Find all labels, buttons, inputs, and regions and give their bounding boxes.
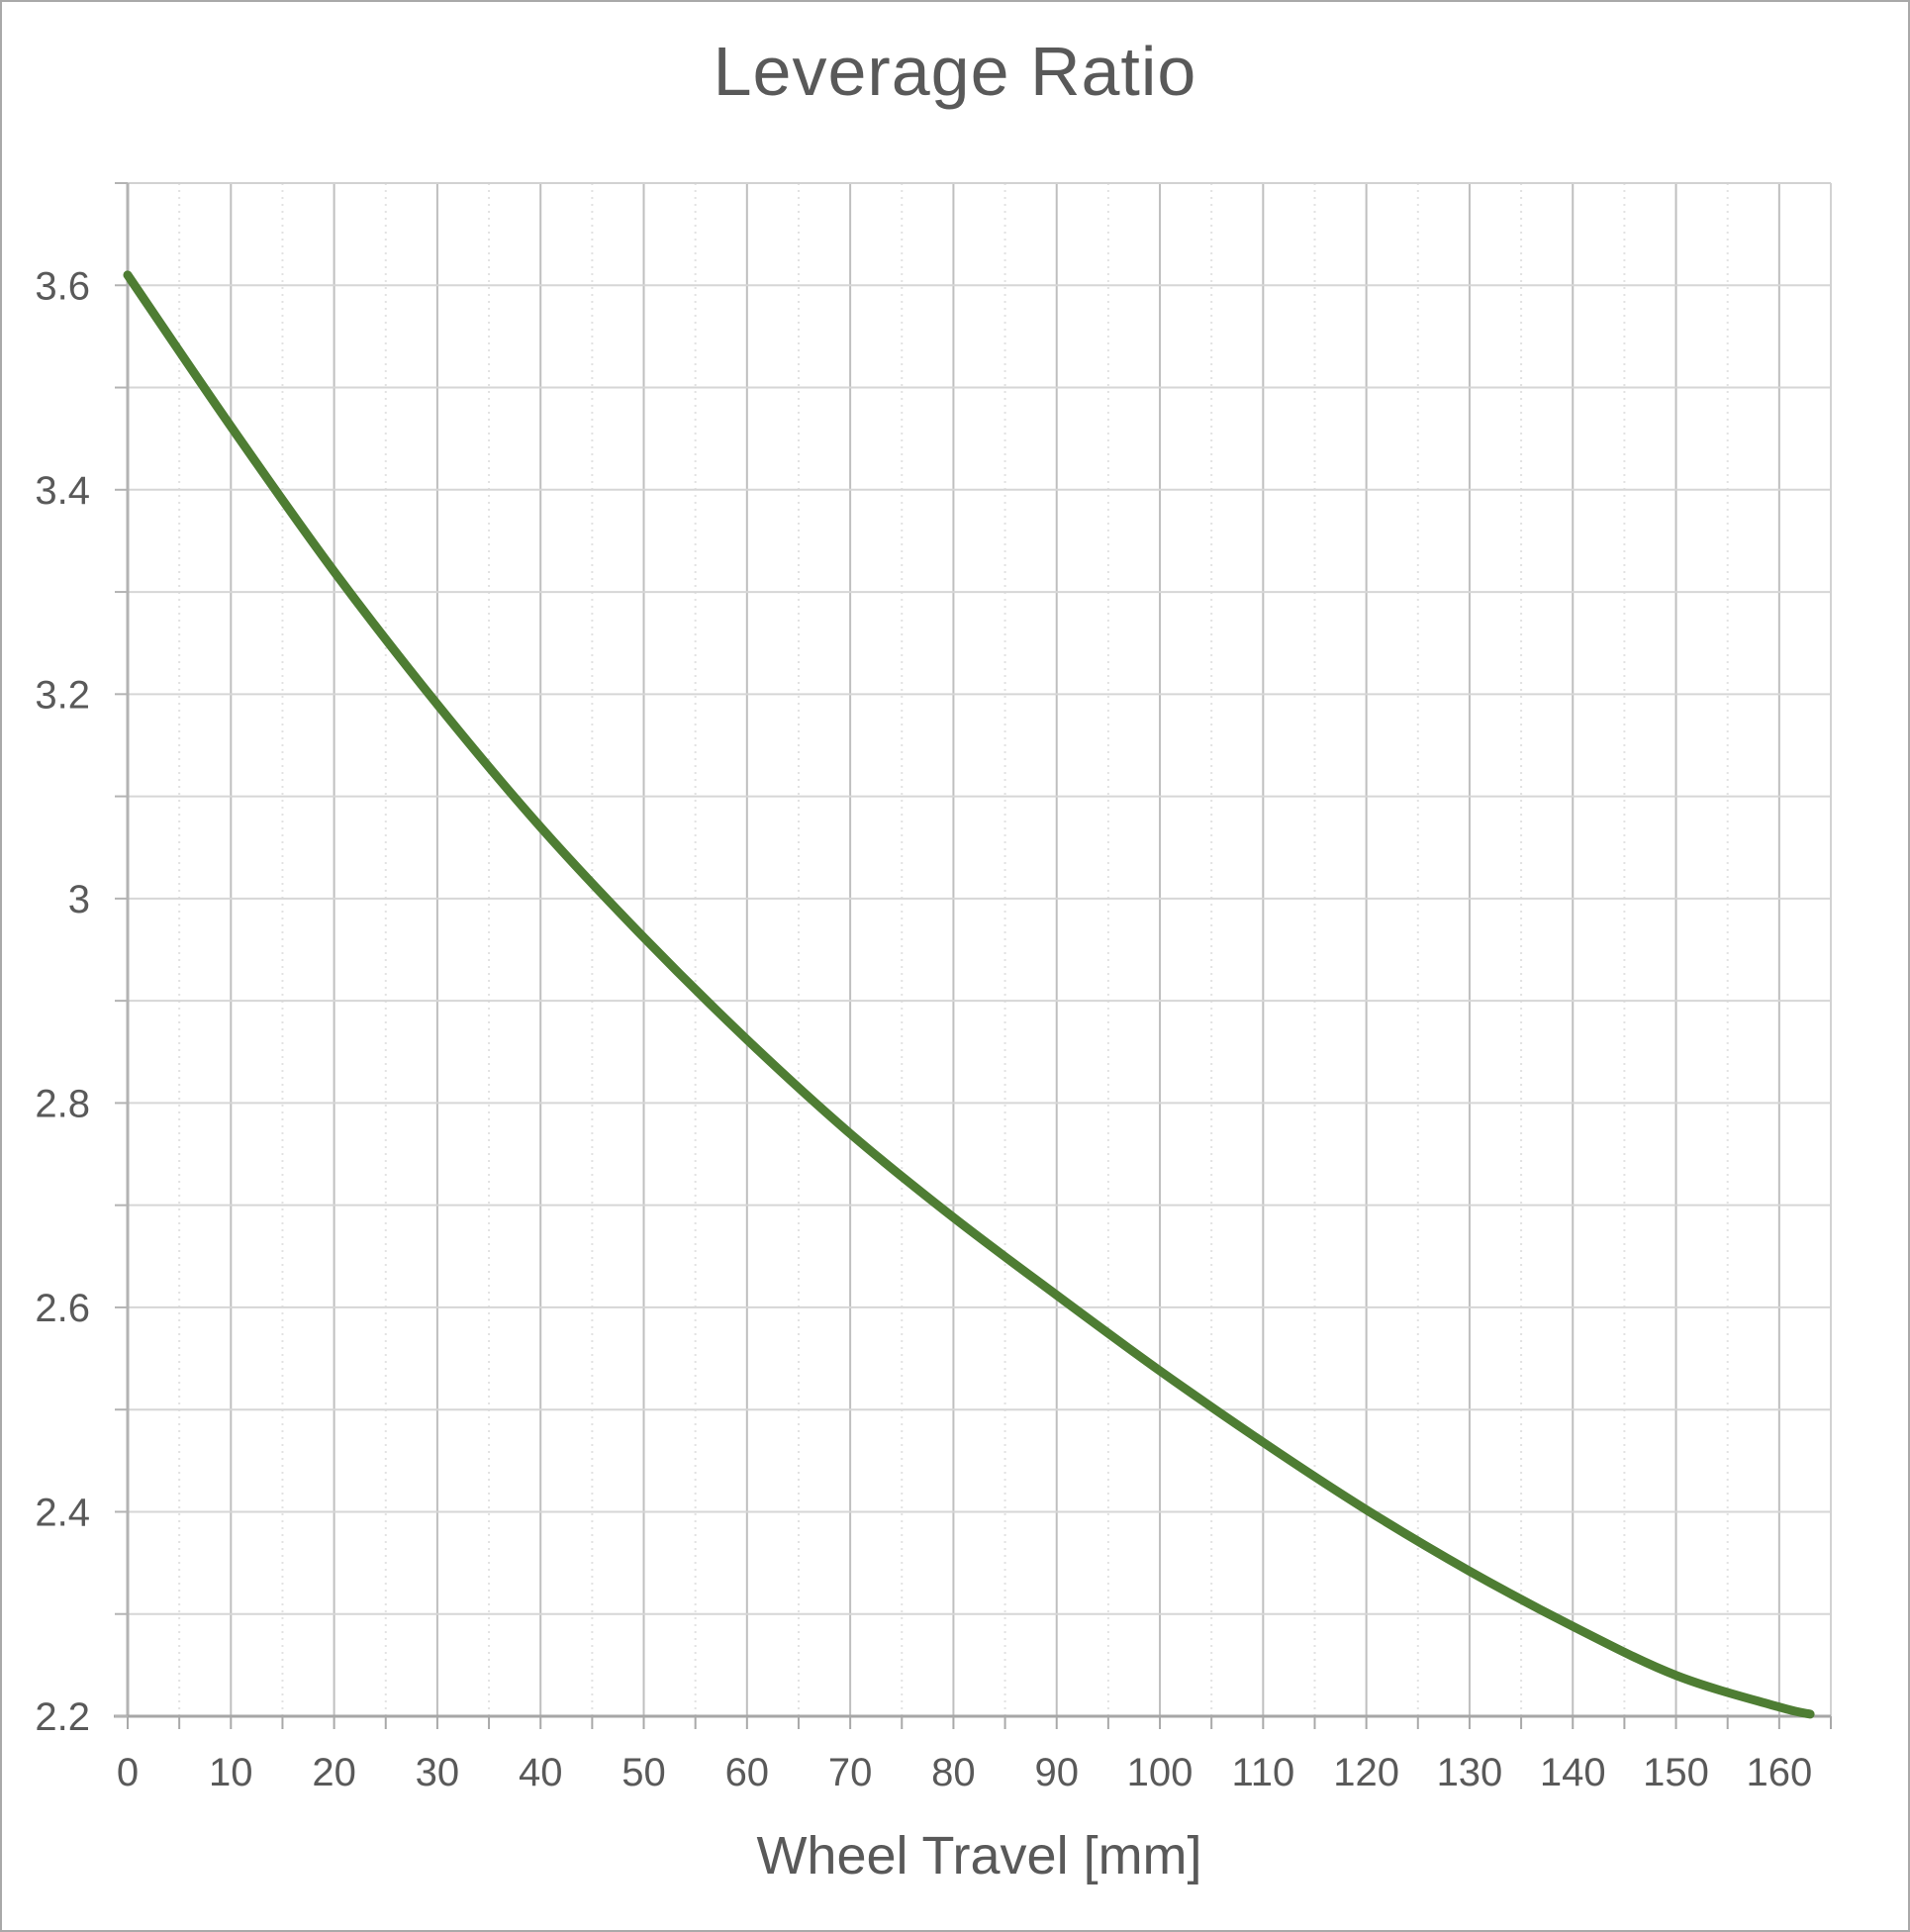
y-ticks xyxy=(115,182,128,1717)
x-tick-label: 120 xyxy=(1333,1751,1399,1794)
x-tick-label: 160 xyxy=(1746,1751,1812,1794)
chart-title: Leverage Ratio xyxy=(713,33,1197,110)
x-tick-label: 110 xyxy=(1231,1751,1294,1794)
x-tick-label: 40 xyxy=(519,1751,563,1794)
x-major-gridlines xyxy=(230,183,1780,1716)
x-tick-label: 90 xyxy=(1034,1751,1079,1794)
x-tick-label: 10 xyxy=(209,1751,253,1794)
y-tick-label: 3.4 xyxy=(35,469,90,513)
y-tick-label: 2.4 xyxy=(35,1491,90,1534)
y-gridlines xyxy=(128,284,1831,1615)
y-tick-labels: 3.6 3.4 3.2 3 2.8 2.6 2.4 2.2 xyxy=(35,264,90,1739)
x-tick-label: 130 xyxy=(1437,1751,1503,1794)
x-tick-label: 70 xyxy=(828,1751,873,1794)
x-tick-label: 20 xyxy=(312,1751,356,1794)
y-tick-label: 2.2 xyxy=(35,1695,90,1739)
y-tick-label: 3.6 xyxy=(35,264,90,308)
x-ticks xyxy=(127,1716,1832,1729)
x-tick-label: 140 xyxy=(1540,1751,1606,1794)
x-tick-label: 80 xyxy=(931,1751,976,1794)
y-tick-label: 2.6 xyxy=(35,1287,90,1330)
x-tick-label: 30 xyxy=(416,1751,460,1794)
x-tick-label: 0 xyxy=(117,1751,139,1794)
leverage-ratio-curve xyxy=(123,270,1815,1719)
x-axis-title: Wheel Travel [mm] xyxy=(756,1826,1202,1885)
x-tick-label: 50 xyxy=(621,1751,666,1794)
y-tick-label: 2.8 xyxy=(35,1082,90,1125)
y-tick-label: 3 xyxy=(68,878,90,921)
x-tick-label: 100 xyxy=(1127,1751,1194,1794)
x-tick-labels: 0 10 20 30 40 50 60 70 80 90 100 110 120 130 140 150 160 xyxy=(117,1751,1812,1794)
y-tick-label: 3.2 xyxy=(35,673,90,717)
x-tick-label: 60 xyxy=(725,1751,770,1794)
x-tick-label: 150 xyxy=(1643,1751,1709,1794)
plot-border xyxy=(114,182,1832,1718)
